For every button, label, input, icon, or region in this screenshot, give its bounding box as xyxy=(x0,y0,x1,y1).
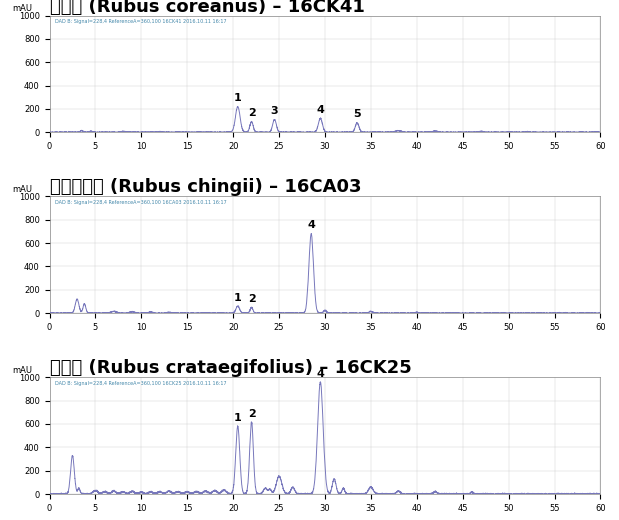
Text: DAD B: Signal=228,4 ReferenceA=360,100 16CA03 2016.10.11 16:17: DAD B: Signal=228,4 ReferenceA=360,100 1… xyxy=(55,200,227,205)
Text: DAD B: Signal=228,4 ReferenceA=360,100 16CK25 2016.10.11 16:17: DAD B: Signal=228,4 ReferenceA=360,100 1… xyxy=(55,381,227,386)
Text: 4: 4 xyxy=(316,369,324,379)
Y-axis label: mAU: mAU xyxy=(12,4,32,14)
Text: 1: 1 xyxy=(234,93,241,103)
Text: 4: 4 xyxy=(307,220,315,230)
Text: 산딸기 (Rubus crataegifolius) – 16CK25: 산딸기 (Rubus crataegifolius) – 16CK25 xyxy=(50,359,411,378)
Text: 4: 4 xyxy=(316,105,324,114)
Y-axis label: mAU: mAU xyxy=(12,185,32,194)
Text: 복분자 (Rubus coreanus) – 16CK41: 복분자 (Rubus coreanus) – 16CK41 xyxy=(50,0,365,16)
Text: 1: 1 xyxy=(234,413,241,423)
Text: DAD B: Signal=228,4 ReferenceA=360,100 16CK41 2016.10.11 16:17: DAD B: Signal=228,4 ReferenceA=360,100 1… xyxy=(55,19,227,24)
Text: 3: 3 xyxy=(271,106,279,116)
Text: 2: 2 xyxy=(248,409,256,419)
Text: 화동복분자 (Rubus chingii) – 16CA03: 화동복분자 (Rubus chingii) – 16CA03 xyxy=(50,178,361,197)
Text: 1: 1 xyxy=(234,293,241,303)
Text: 2: 2 xyxy=(248,294,256,304)
Text: 5: 5 xyxy=(353,110,361,120)
Y-axis label: mAU: mAU xyxy=(12,366,32,375)
Text: 2: 2 xyxy=(248,108,256,118)
